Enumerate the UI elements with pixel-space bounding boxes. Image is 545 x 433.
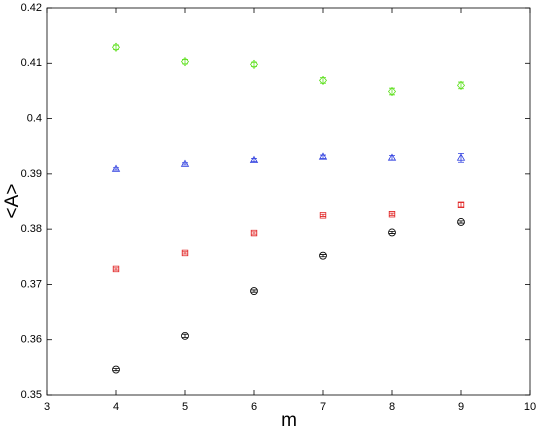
marker bbox=[111, 42, 121, 52]
y-tick-label: 0.38 bbox=[21, 223, 42, 235]
y-tick-label: 0.35 bbox=[21, 389, 42, 401]
y-tick-label: 0.4 bbox=[27, 112, 42, 124]
marker bbox=[181, 249, 189, 257]
error-bar bbox=[458, 202, 464, 208]
marker bbox=[250, 287, 258, 295]
y-tick-label: 0.39 bbox=[21, 168, 42, 180]
error-bar bbox=[251, 157, 257, 163]
x-tick-label: 7 bbox=[320, 401, 326, 413]
marker bbox=[457, 201, 465, 209]
x-tick-label: 4 bbox=[113, 401, 119, 413]
x-tick-label: 3 bbox=[44, 401, 50, 413]
error-bar bbox=[389, 212, 395, 216]
marker bbox=[318, 75, 328, 86]
plot-frame bbox=[46, 7, 531, 396]
x-tick-label: 5 bbox=[182, 401, 188, 413]
marker bbox=[112, 365, 120, 374]
marker bbox=[319, 212, 327, 219]
marker bbox=[249, 155, 259, 163]
y-tick-label: 0.41 bbox=[21, 57, 42, 69]
y-tick-label: 0.37 bbox=[21, 278, 42, 290]
error-bar bbox=[251, 289, 257, 293]
error-bar bbox=[182, 333, 188, 338]
error-bar bbox=[389, 230, 395, 234]
marker bbox=[457, 218, 465, 226]
marker bbox=[387, 153, 397, 161]
error-bar bbox=[182, 162, 188, 166]
error-bar bbox=[113, 368, 119, 372]
y-axis-label: <A> bbox=[2, 184, 23, 219]
marker bbox=[387, 86, 397, 97]
marker bbox=[319, 251, 327, 260]
x-tick-label: 8 bbox=[389, 401, 395, 413]
x-tick-label: 10 bbox=[524, 401, 536, 413]
marker bbox=[456, 153, 466, 161]
error-bar bbox=[320, 77, 326, 84]
error-bar bbox=[458, 220, 464, 224]
x-tick-label: 9 bbox=[458, 401, 464, 413]
marker bbox=[111, 164, 121, 172]
marker bbox=[181, 331, 189, 340]
marker bbox=[318, 152, 328, 160]
error-bar bbox=[251, 231, 257, 235]
marker bbox=[250, 229, 258, 237]
marker bbox=[456, 80, 466, 91]
y-tick-label: 0.36 bbox=[21, 334, 42, 346]
marker bbox=[388, 211, 396, 218]
error-bar bbox=[458, 81, 464, 90]
error-bar bbox=[182, 251, 188, 255]
error-bar bbox=[113, 267, 119, 271]
error-bar bbox=[320, 154, 326, 159]
marker bbox=[249, 59, 259, 69]
marker bbox=[112, 265, 120, 273]
error-bar bbox=[320, 254, 326, 258]
x-axis-label: m bbox=[281, 410, 297, 431]
error-bar bbox=[320, 213, 326, 217]
marker bbox=[180, 57, 190, 67]
error-bar bbox=[389, 87, 395, 96]
marker bbox=[180, 159, 190, 167]
error-bar bbox=[113, 167, 119, 171]
y-tick-label: 0.42 bbox=[21, 2, 42, 14]
marker bbox=[388, 228, 396, 237]
x-tick-label: 6 bbox=[251, 401, 257, 413]
